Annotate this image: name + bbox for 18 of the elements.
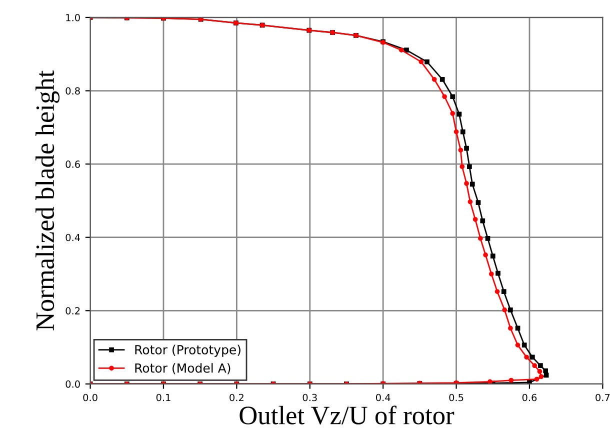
y-tick-label: 0.8 [66,87,80,95]
y-tick-label: 1.0 [66,14,80,22]
y-axis-title: Normalized blade height [36,70,60,330]
y-tick-label: 0.2 [66,307,80,314]
y-tick-label: 0.6 [66,160,80,168]
y-tick-label: 0.0 [66,380,80,388]
legend-label: Rotor (Model A) [135,363,230,374]
x-tick-label: 0.1 [156,394,170,402]
x-tick-label: 0.5 [449,394,464,402]
x-tick-label: 0.3 [302,394,317,402]
x-tick-label: 0.2 [230,394,244,402]
x-axis-title: Outlet Vz/U of rotor [240,406,454,425]
x-tick-label: 0.6 [522,394,537,402]
legend-label: Rotor (Prototype) [135,344,240,357]
x-tick-label: 0.4 [376,394,390,402]
x-tick-label: 0.7 [596,394,610,402]
x-tick-label: 0.0 [83,394,98,402]
y-tick-label: 0.4 [66,234,80,242]
